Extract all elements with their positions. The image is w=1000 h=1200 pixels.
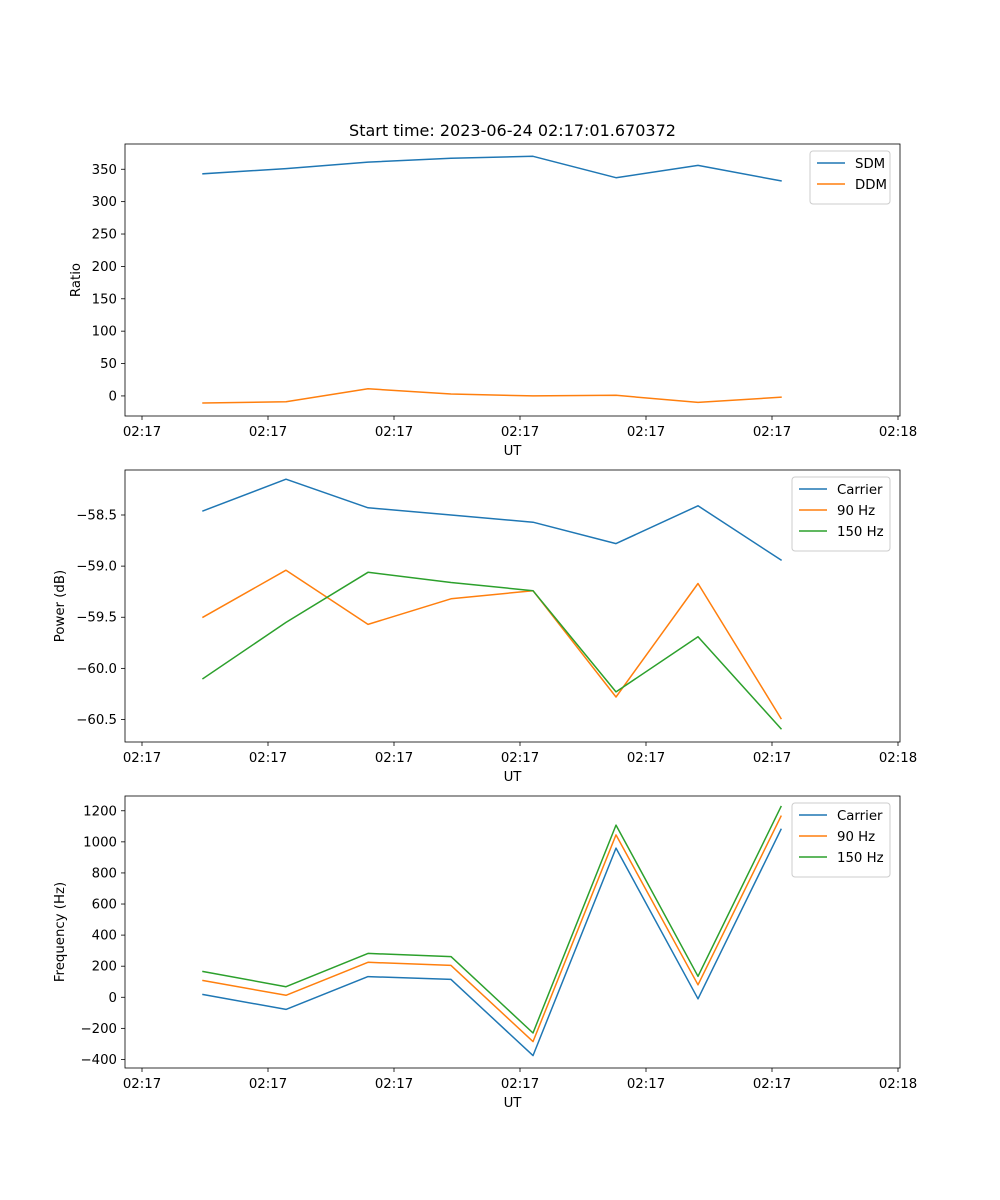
series-line-150-hz (202, 805, 783, 1034)
x-tick-label: 02:17 (501, 425, 539, 440)
y-tick-label: 200 (92, 260, 117, 275)
legend-label: DDM (855, 178, 887, 193)
x-axis-label: UT (504, 770, 523, 785)
chart-panel-3: 02:17 02:17 02:17 02:17 02:17 02:17 02:18 −400 −… (53, 795, 917, 1111)
legend: Carrier 90 Hz 150 Hz (791, 476, 891, 552)
x-tick-label: 02:17 (249, 751, 287, 766)
charts-layer: 02:17 02:17 02:17 02:17 02:17 02:17 02:18 0 50 10… (53, 143, 917, 1111)
y-tick-label: 0 (109, 389, 117, 404)
y-tick-label: 200 (92, 960, 117, 975)
x-tick-label: 02:17 (375, 1077, 413, 1092)
series-line-carrier (202, 828, 783, 1057)
y-tick-label: −58.5 (76, 508, 117, 523)
y-tick-label: 150 (92, 292, 117, 307)
x-tick-label: 02:17 (753, 1077, 791, 1092)
x-tick-label: 02:17 (123, 751, 161, 766)
series-line-150-hz (201, 571, 783, 730)
y-tick-label: −200 (80, 1022, 117, 1037)
x-tick-label: 02:17 (627, 425, 665, 440)
plot-frame (124, 469, 901, 743)
y-tick-label: −400 (80, 1053, 117, 1068)
x-tick-label: 02:17 (501, 1077, 539, 1092)
y-axis-label: Power (dB) (53, 570, 68, 642)
x-tick-label: 02:17 (375, 751, 413, 766)
x-axis-label: UT (504, 444, 523, 459)
x-tick-label: 02:17 (249, 1077, 287, 1092)
legend: Carrier 90 Hz 150 Hz (791, 802, 891, 878)
legend-box (809, 150, 891, 205)
series-line-carrier (202, 478, 783, 562)
legend-label: Carrier (837, 809, 883, 824)
series-line-90-hz (202, 815, 783, 1043)
y-tick-label: 300 (92, 195, 117, 210)
y-tick-label: −60.5 (76, 713, 117, 728)
y-tick-label: 1200 (83, 804, 117, 819)
x-tick-label: 02:17 (123, 1077, 161, 1092)
x-tick-label: 02:17 (627, 1077, 665, 1092)
legend-label: 90 Hz (837, 830, 875, 845)
legend-box (791, 476, 891, 552)
x-tick-label: 02:18 (879, 751, 917, 766)
x-axis-label: UT (504, 1096, 523, 1111)
legend-label: SDM (855, 157, 885, 172)
y-tick-label: 0 (109, 991, 117, 1006)
chart-panel-2: 02:17 02:17 02:17 02:17 02:17 02:17 02:18 −60.5… (53, 469, 917, 785)
x-tick-label: 02:17 (627, 751, 665, 766)
legend-label: Carrier (837, 483, 883, 498)
y-tick-label: −59.0 (76, 560, 117, 575)
series-line-90-hz (201, 569, 783, 720)
plot-frame (124, 143, 901, 417)
x-tick-label: 02:18 (879, 1077, 917, 1092)
y-tick-label: 100 (92, 325, 117, 340)
y-tick-label: 600 (92, 898, 117, 913)
y-tick-label: −59.5 (76, 611, 117, 626)
figure-title: Start time: 2023-06-24 02:17:01.670372 (349, 121, 676, 140)
y-axis-label: Frequency (Hz) (53, 882, 68, 982)
x-tick-label: 02:17 (501, 751, 539, 766)
chart-panel-1: 02:17 02:17 02:17 02:17 02:17 02:17 02:18 0 50 10… (69, 143, 917, 459)
legend-label: 150 Hz (837, 525, 884, 540)
y-tick-label: 800 (92, 866, 117, 881)
x-tick-label: 02:18 (879, 425, 917, 440)
legend-label: 90 Hz (837, 504, 875, 519)
y-tick-label: 350 (92, 163, 117, 178)
series-line-sdm (202, 155, 782, 182)
x-tick-label: 02:17 (375, 425, 413, 440)
x-tick-label: 02:17 (753, 425, 791, 440)
x-tick-label: 02:17 (753, 751, 791, 766)
y-tick-label: 50 (100, 357, 117, 372)
y-tick-label: −60.0 (76, 662, 117, 677)
legend-label: 150 Hz (837, 851, 884, 866)
series-line-ddm (202, 388, 782, 404)
legend: SDM DDM (809, 150, 891, 205)
x-tick-label: 02:17 (123, 425, 161, 440)
y-tick-label: 400 (92, 929, 117, 944)
y-axis-label: Ratio (69, 263, 84, 297)
y-tick-label: 1000 (83, 835, 117, 850)
legend-box (791, 802, 891, 878)
plot-frame (124, 795, 901, 1069)
x-tick-label: 02:17 (249, 425, 287, 440)
y-tick-label: 250 (92, 228, 117, 243)
